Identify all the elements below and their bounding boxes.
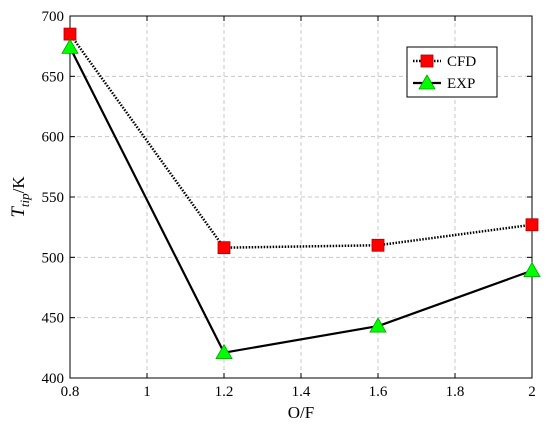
x-tick-label: 1.4 <box>292 384 311 400</box>
y-tick-label: 400 <box>42 371 65 387</box>
y-tick-label: 500 <box>42 250 65 266</box>
ticks: 0.8 1 1.2 1.4 1.6 1.8 2 400 450 500 550 600 650 700 <box>42 9 536 400</box>
y-axis-label-sub: tip <box>17 193 32 207</box>
data-point-cfd <box>371 238 385 252</box>
y-tick-label: 550 <box>42 190 65 206</box>
series-line-exp <box>69 46 533 354</box>
x-axis-label: O/F <box>288 403 314 422</box>
legend: CFD EXP <box>406 46 498 98</box>
series-line-cfd <box>68 33 533 249</box>
y-tick-label: 600 <box>42 130 65 146</box>
data-point-exp <box>61 38 79 54</box>
x-tick-label: 1 <box>143 384 151 400</box>
y-axis-label-unit: /K <box>9 176 28 194</box>
data-point-cfd <box>63 27 77 41</box>
legend-label-exp: EXP <box>447 76 475 92</box>
legend-marker-exp <box>418 74 436 90</box>
x-tick-label: 2 <box>528 384 536 400</box>
x-tick-label: 1.8 <box>446 384 465 400</box>
data-point-exp <box>523 261 541 278</box>
y-axis-label: Ttip/K <box>8 176 32 218</box>
x-tick-label: 0.8 <box>61 384 80 400</box>
y-tick-label: 450 <box>42 311 65 327</box>
legend-label-cfd: CFD <box>447 54 476 70</box>
series-layer <box>61 27 541 360</box>
y-tick-label: 700 <box>42 9 65 25</box>
data-point-cfd <box>525 218 539 232</box>
data-point-cfd <box>217 241 231 255</box>
x-tick-label: 1.2 <box>215 384 234 400</box>
legend-marker-cfd <box>420 54 434 68</box>
x-tick-label: 1.6 <box>369 384 388 400</box>
y-axis-label-main: T <box>8 206 29 218</box>
data-point-exp <box>215 343 233 360</box>
data-point-exp <box>369 317 387 333</box>
y-tick-label: 650 <box>42 69 65 85</box>
